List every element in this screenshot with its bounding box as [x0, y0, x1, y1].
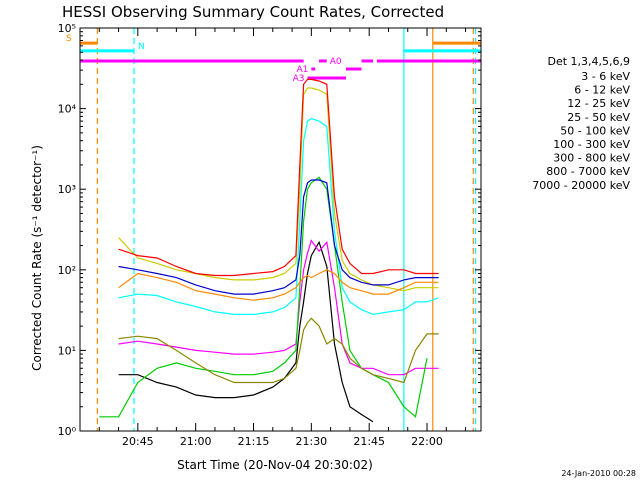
legend-entry-0: 3 - 6 keV: [581, 70, 630, 83]
x-tick-label-1: 21:00: [180, 435, 212, 448]
y-tick-label-5: 10⁵: [58, 22, 76, 35]
annotation-label-0: S: [66, 34, 72, 44]
series-line-4: [118, 87, 439, 292]
annotation-label-6: A1: [296, 65, 308, 75]
series-line-5: [118, 78, 439, 277]
x-tick-label-2: 21:15: [238, 435, 270, 448]
legend-entry-3: 25 - 50 keV: [567, 111, 630, 124]
y-tick-label-1: 10¹: [58, 344, 76, 357]
x-tick-label-5: 22:00: [411, 435, 443, 448]
series-line-2: [99, 176, 428, 418]
plot-frame: [79, 27, 482, 432]
y-tick-label-2: 10²: [58, 264, 76, 277]
legend-title: Det 1,3,4,5,6,9: [547, 55, 630, 68]
y-axis-label: Corrected Count Rate (s⁻¹ detector⁻¹): [30, 145, 44, 371]
legend-entry-4: 50 - 100 keV: [560, 124, 630, 137]
legend-entry-8: 7000 - 20000 keV: [532, 179, 630, 192]
annotation-label-7: A3: [293, 74, 305, 84]
legend-entry-5: 100 - 300 keV: [553, 138, 630, 151]
x-tick-label-0: 20:45: [122, 435, 154, 448]
annotation-label-2: N: [138, 42, 145, 52]
chart-title: HESSI Observing Summary Count Rates, Cor…: [62, 3, 444, 21]
legend-entry-1: 6 - 12 keV: [574, 84, 630, 97]
y-tick-label-4: 10⁴: [58, 103, 77, 116]
timestamp: 24-Jan-2010 00:28: [561, 469, 636, 478]
annotation-label-5: A0: [330, 57, 342, 67]
series-line-6: [118, 179, 439, 295]
y-tick-label-3: 10³: [58, 183, 76, 196]
series-line-3: [118, 118, 439, 316]
axes: 10⁰ 10¹ 10² 10³ 10⁴ 10⁵ 20:45 21:00 21:15 21:30 21…: [58, 22, 481, 448]
legend-entry-2: 12 - 25 keV: [567, 97, 630, 110]
series-line-8: [118, 317, 439, 384]
legend-entry-7: 800 - 7000 keV: [546, 165, 630, 178]
series-line-0: [118, 240, 374, 423]
legend-entry-6: 300 - 800 keV: [553, 152, 630, 165]
series-line-7: [118, 269, 439, 301]
x-axis-label: Start Time (20-Nov-04 20:30:02): [177, 458, 373, 472]
series-line-1: [118, 239, 439, 376]
x-tick-label-4: 21:45: [353, 435, 385, 448]
x-tick-label-3: 21:30: [295, 435, 327, 448]
y-tick-label-0: 10⁰: [58, 425, 77, 438]
